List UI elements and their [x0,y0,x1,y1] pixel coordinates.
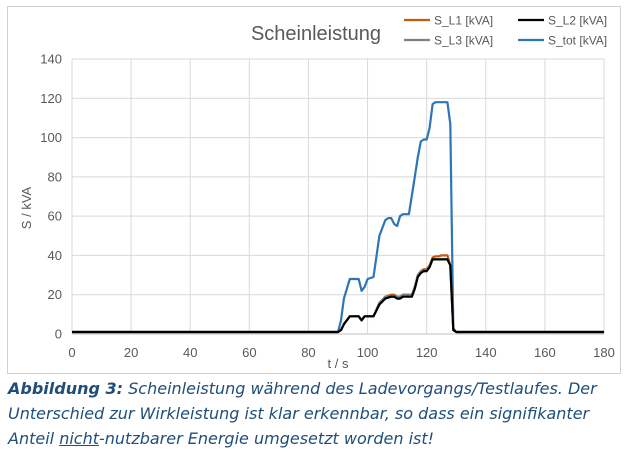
x-tick-label: 0 [68,345,75,360]
y-tick-label: 40 [48,248,62,263]
x-tick-label: 160 [534,345,556,360]
legend-label: S_L2 [kVA] [548,14,607,28]
x-tick-label: 80 [301,345,315,360]
y-tick-label: 100 [40,130,62,145]
y-tick-label: 140 [40,52,62,67]
chart-title: Scheinleistung [251,23,381,45]
line-chart: 0 20 40 60 80 100 120 140 0 20 40 60 80 100 120 140 160… [19,14,615,372]
series-lines [72,101,604,334]
caption-text-2: -nutzbarer Energie umgesetzt worden ist! [98,429,435,448]
caption-underlined-word: nicht [59,429,99,448]
series-line-2 [72,258,604,334]
caption-label: Abbildung 3: [8,379,124,398]
legend: S_L1 [kVA] S_L2 [kVA] S_L3 [kVA] S_tot [kVA… [404,14,607,48]
x-tick-label: 120 [416,345,438,360]
x-tick-label: 60 [242,345,256,360]
caption-text-1: Scheinleistung während des Ladevorgangs/… [8,379,597,448]
legend-label: S_tot [kVA] [548,34,607,48]
y-axis-label: S / kVA [19,186,34,229]
series-line-3 [72,258,604,334]
x-axis-label: t / s [328,356,349,371]
y-tick-labels: 0 20 40 60 80 100 120 140 [40,52,62,342]
legend-label: S_L3 [kVA] [434,34,493,48]
series-line-4 [72,101,604,334]
figure-caption: Abbildung 3: Scheinleistung während des … [8,376,622,451]
y-tick-label: 60 [48,209,62,224]
chart-frame [7,6,621,374]
y-tick-label: 0 [55,327,62,342]
x-tick-label: 40 [183,345,197,360]
y-tick-label: 120 [40,91,62,106]
legend-label: S_L1 [kVA] [434,14,493,28]
x-tick-label: 140 [475,345,497,360]
x-tick-label: 20 [124,345,138,360]
grid-lines [71,58,605,335]
x-tick-label: 100 [357,345,379,360]
y-tick-label: 80 [48,169,62,184]
x-tick-labels: 0 20 40 60 80 100 120 140 160 180 [68,345,614,360]
y-tick-label: 20 [48,287,62,302]
series-line-1 [72,254,604,334]
x-tick-label: 180 [593,345,615,360]
